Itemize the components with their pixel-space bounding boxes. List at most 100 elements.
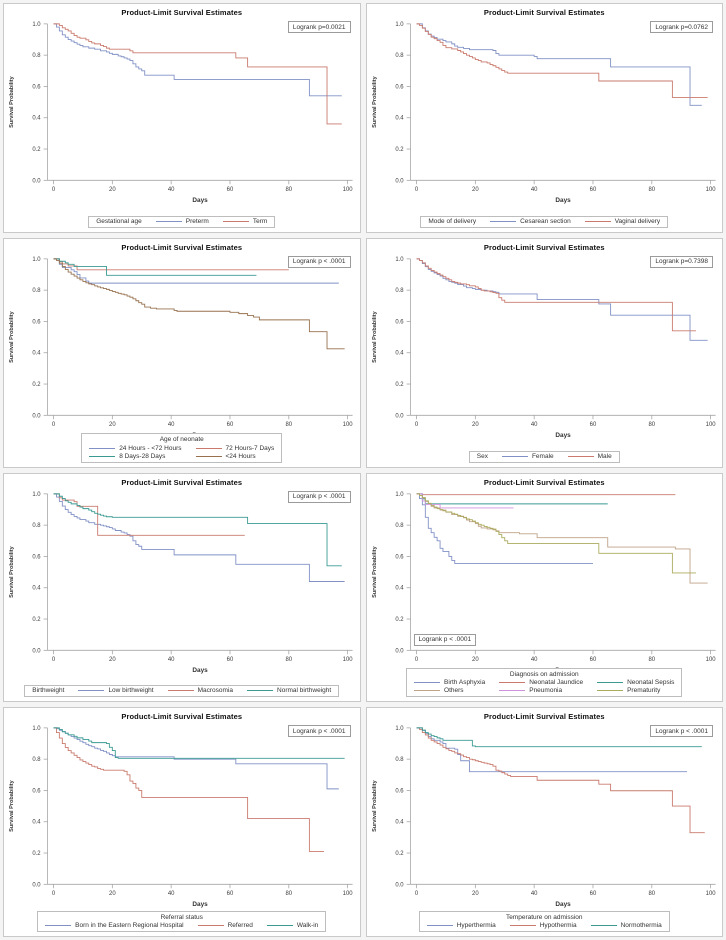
legend-item-label: 8 Days-28 Days <box>119 452 166 460</box>
y-tick-label: 1.0 <box>32 22 41 28</box>
survival-curve-prematurity <box>416 492 696 573</box>
legend-swatch <box>222 220 249 222</box>
plot-svg: 1.0 0.8 0.6 0.4 0.2 0.0 Survival Probability 0 2… <box>371 491 715 673</box>
y-tick-label: 0.4 <box>395 350 404 356</box>
y-tick-label: 0.2 <box>395 617 403 623</box>
legend-box: Mode of delivery Cesarean section Vaginal … <box>420 215 669 228</box>
y-tick-label: 0.8 <box>32 523 41 529</box>
legend-item-label: Pneumonia <box>529 687 563 695</box>
legend-item-label: Vaginal delivery <box>614 217 661 225</box>
y-tick-label: 0.6 <box>32 319 41 325</box>
x-tick-label: 20 <box>472 657 479 663</box>
legend-title: Diagnosis on admission <box>509 670 579 678</box>
legend-swatch <box>89 447 116 449</box>
logrank-pvalue: Logrank p < .0001 <box>287 490 351 503</box>
legend-item-8-days-28-days: 8 Days-28 Days <box>89 453 181 460</box>
legend: Temperature on admission Hyperthermia Hypo… <box>367 910 723 932</box>
x-tick-label: 60 <box>589 187 596 193</box>
x-tick-label: 100 <box>343 657 354 663</box>
x-tick-label: 40 <box>530 422 537 428</box>
x-tick-label: 80 <box>648 891 655 897</box>
x-tick-label: 80 <box>285 657 292 663</box>
plot-svg: 1.0 0.8 0.6 0.4 0.2 0.0 Survival Probability 0 2… <box>371 22 716 204</box>
plot-svg: 1.0 0.8 0.6 0.4 0.2 0.0 Survival Probability 0 2… <box>371 726 716 908</box>
y-tick-label: 0.2 <box>395 851 403 857</box>
y-tick-label: 0.6 <box>395 554 404 560</box>
logrank-pvalue: Logrank p < .0001 <box>287 255 351 268</box>
x-tick-label: 60 <box>227 657 234 663</box>
plot-area: 1.0 0.8 0.6 0.4 0.2 0.0 Survival Probability 0 2… <box>367 721 723 911</box>
legend-item-pneumonia: Pneumonia <box>499 687 583 694</box>
legend-item-label: Referred <box>227 922 253 929</box>
survival-curve-24-hours <box>53 258 345 349</box>
legend-items: Hyperthermia Hypothermia Normothermia <box>426 922 662 929</box>
legend-items: Gestational age Preterm Term <box>96 218 267 225</box>
x-tick-label: 60 <box>227 891 234 897</box>
legend-item-vaginal-delivery: Vaginal delivery <box>584 217 661 225</box>
legend-item-label: 24 Hours - <72 Hours <box>119 444 182 452</box>
legend-box: Sex Female Male <box>468 450 620 463</box>
plot-svg: 1.0 0.8 0.6 0.4 0.2 0.0 Survival Probability 0 2… <box>9 257 353 439</box>
x-tick-label: 40 <box>168 422 175 428</box>
legend-swatch <box>266 925 293 926</box>
legend-item-label: <24 Hours <box>225 452 256 460</box>
legend-item-label: Macrosomia <box>197 687 234 695</box>
x-tick-label: 80 <box>648 657 655 663</box>
plot-area: 1.0 0.8 0.6 0.4 0.2 0.0 Survival Probability 0 2… <box>4 17 360 207</box>
x-tick-label: 0 <box>414 657 418 663</box>
x-tick-label: 0 <box>52 422 56 428</box>
logrank-pvalue: Logrank p=0.0021 <box>287 21 351 33</box>
legend-swatch <box>590 925 617 926</box>
legend-title: Referral status <box>160 913 203 921</box>
x-axis-label: Days <box>555 197 571 204</box>
legend-swatch <box>501 455 528 457</box>
x-tick-label: 60 <box>589 657 596 663</box>
legend: Age of neonate 24 Hours - <72 Hours 72 Hou… <box>4 433 360 463</box>
y-axis: 1.0 0.8 0.6 0.4 0.2 0.0 Survival Probability <box>9 491 48 654</box>
legend-swatch <box>247 690 274 692</box>
legend: Birthweight Low birthweight Macrosomia Norm… <box>4 685 360 698</box>
y-axis: 1.0 0.8 0.6 0.4 0.2 0.0 Survival Probability <box>371 257 411 419</box>
logrank-pvalue: Logrank p < .0001 <box>413 633 477 646</box>
x-tick-label: 60 <box>227 422 234 428</box>
y-tick-label: 0.2 <box>32 851 40 857</box>
y-axis: 1.0 0.8 0.6 0.4 0.2 0.0 Survival Probability <box>371 491 411 654</box>
legend-swatch <box>597 682 624 684</box>
y-axis-label: Survival Probability <box>9 545 15 598</box>
x-tick-label: 100 <box>705 422 716 428</box>
legend-item-neonatal-sepsis: Neonatal Sepsis <box>597 679 674 686</box>
legend-title: Temperature on admission <box>505 913 583 921</box>
legend-box: Age of neonate 24 Hours - <72 Hours 72 Hou… <box>81 433 283 463</box>
y-tick-label: 0.0 <box>32 648 41 654</box>
y-axis-label: Survival Probability <box>371 75 377 128</box>
legend-items: Mode of delivery Cesarean section Vaginal … <box>428 218 660 225</box>
legend-items: Birth Asphyxia Neonatal Jaundice Neonatal … <box>414 679 674 694</box>
legend-title: Age of neonate <box>159 436 204 443</box>
legend-group-label: Gestational age <box>96 217 142 225</box>
legend-items: 24 Hours - <72 Hours 72 Hours-7 Days 8 Day… <box>89 445 274 460</box>
legend-item-label: Prematurity <box>627 687 661 695</box>
legend-swatch <box>584 220 611 222</box>
panel-referral-status: Product-Limit Survival Estimates 1.0 0.8 0… <box>3 707 361 937</box>
y-tick-label: 0.6 <box>395 319 404 325</box>
legend-item-normothermia: Normothermia <box>590 922 662 929</box>
plot-area: 1.0 0.8 0.6 0.4 0.2 0.0 Survival Probability 0 2… <box>367 17 723 207</box>
legend-items: Sex Female Male <box>477 453 612 460</box>
survival-curve-male <box>416 258 696 332</box>
legend-item-label: Normothermia <box>620 922 662 929</box>
x-tick-label: 100 <box>705 891 716 897</box>
x-axis-label: Days <box>192 901 208 908</box>
panel-diagnosis-on-admission: Product-Limit Survival Estimates 1.0 0.8 0… <box>365 472 723 703</box>
y-tick-label: 0.2 <box>32 617 40 623</box>
legend-item-label: Preterm <box>185 217 209 225</box>
y-tick-label: 0.6 <box>395 789 404 795</box>
legend-box: Temperature on admission Hyperthermia Hypo… <box>418 910 670 932</box>
y-tick-label: 0.2 <box>32 147 40 153</box>
y-tick-label: 0.0 <box>395 883 404 889</box>
y-tick-label: 0.0 <box>32 178 41 184</box>
panel-title: Product-Limit Survival Estimates <box>121 242 243 252</box>
legend-swatch <box>45 925 72 926</box>
